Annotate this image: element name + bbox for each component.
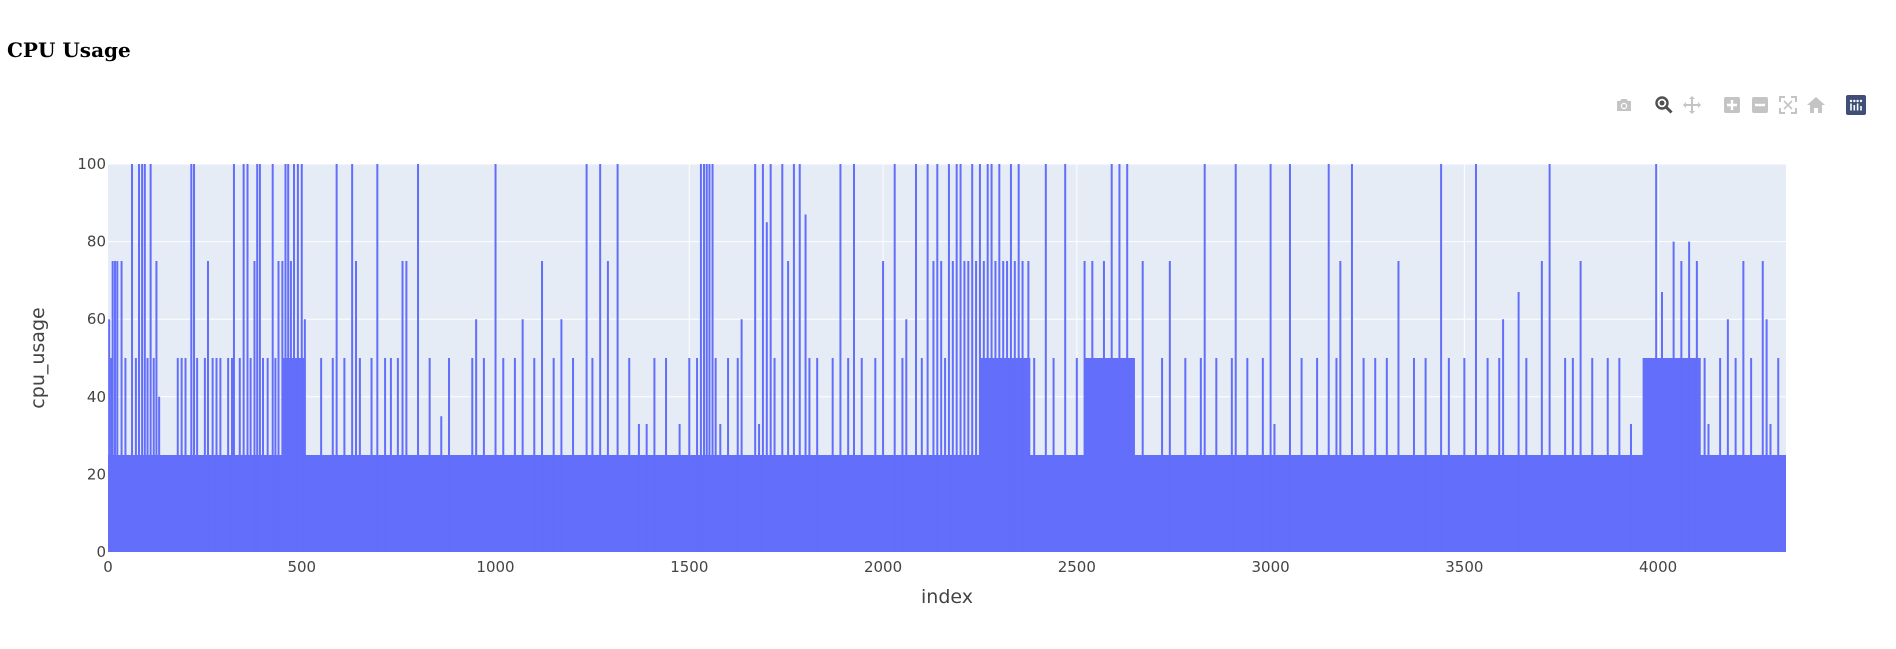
x-tick-label: 1000 bbox=[476, 558, 514, 576]
camera-icon[interactable] bbox=[1610, 92, 1638, 118]
zoom-out-icon[interactable] bbox=[1746, 92, 1774, 118]
x-tick-label: 3500 bbox=[1445, 558, 1483, 576]
plotly-logo-icon[interactable] bbox=[1842, 92, 1870, 118]
pan-icon[interactable] bbox=[1678, 92, 1706, 118]
x-tick-label: 0 bbox=[103, 558, 113, 576]
home-icon[interactable] bbox=[1802, 92, 1830, 118]
y-tick-labels: 0 20 40 60 80 100 bbox=[77, 155, 106, 561]
y-tick-label: 0 bbox=[96, 543, 106, 561]
x-tick-labels: 0 500 1000 1500 2000 2500 3000 3500 4000 bbox=[103, 558, 1677, 576]
page-title: CPU Usage bbox=[7, 38, 131, 62]
data-marks bbox=[108, 164, 1786, 552]
y-tick-label: 100 bbox=[77, 155, 106, 173]
y-tick-label: 20 bbox=[87, 465, 106, 483]
autoscale-icon[interactable] bbox=[1774, 92, 1802, 118]
zoom-in-icon[interactable] bbox=[1718, 92, 1746, 118]
y-tick-label: 80 bbox=[87, 233, 106, 251]
x-tick-label: 1500 bbox=[670, 558, 708, 576]
zoom-icon[interactable] bbox=[1650, 92, 1678, 118]
y-tick-label: 60 bbox=[87, 310, 106, 328]
modebar bbox=[1610, 92, 1870, 118]
y-axis-title: cpu_usage bbox=[27, 307, 49, 408]
y-tick-label: 40 bbox=[87, 388, 106, 406]
x-tick-label: 2000 bbox=[864, 558, 902, 576]
elevated-block bbox=[1642, 358, 1701, 552]
x-tick-label: 4000 bbox=[1639, 558, 1677, 576]
x-tick-label: 2500 bbox=[1058, 558, 1096, 576]
x-axis-title: index bbox=[921, 586, 973, 608]
baseline-band bbox=[108, 455, 1786, 552]
x-tick-label: 3000 bbox=[1251, 558, 1289, 576]
x-tick-label: 500 bbox=[287, 558, 316, 576]
